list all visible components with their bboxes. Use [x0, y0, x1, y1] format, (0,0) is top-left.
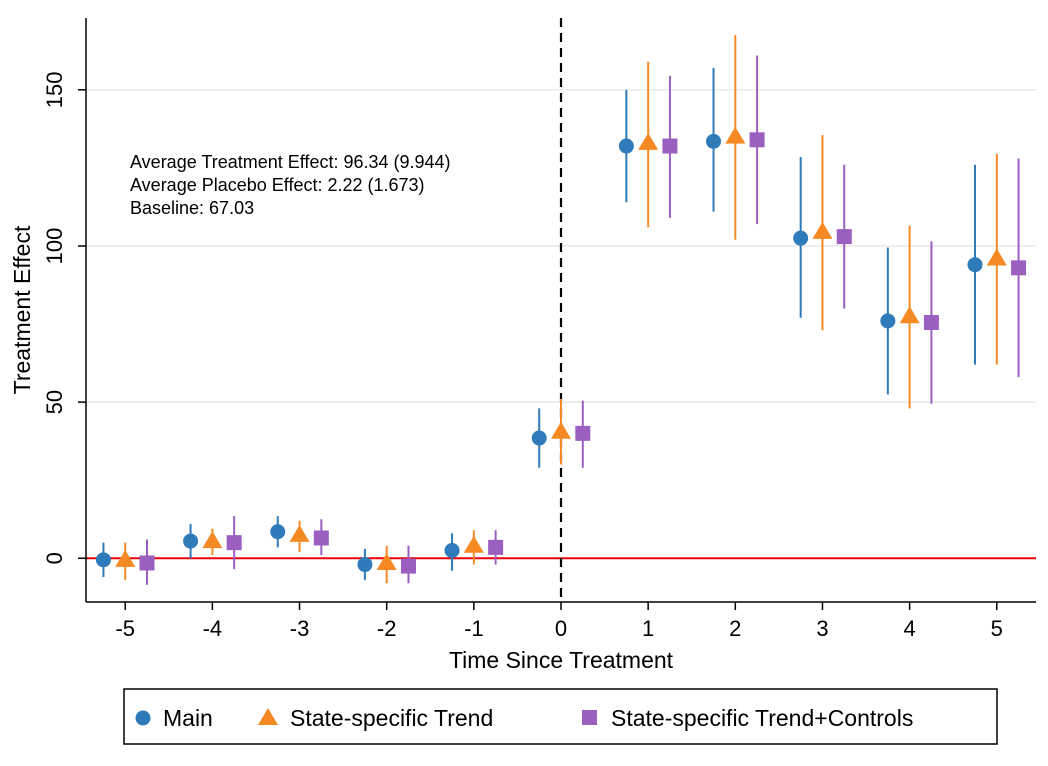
point-controls-3 — [400, 558, 416, 574]
point-trend-6 — [638, 132, 659, 150]
x-tick-label--3: -3 — [290, 616, 310, 641]
x-tick-label--5: -5 — [115, 616, 135, 641]
legend-trend-label: State-specific Trend — [290, 705, 493, 731]
legend-controls-label: State-specific Trend+Controls — [611, 705, 913, 731]
annotation-block: Average Treatment Effect: 96.34 (9.944) … — [130, 152, 451, 218]
point-trend-4 — [463, 535, 484, 553]
point-controls-10 — [1011, 260, 1027, 276]
point-main-7 — [706, 133, 722, 149]
axes: 0 50 100 150 -5 -4 -3 -2 -1 0 1 2 3 4 5 — [42, 18, 1036, 641]
point-trend-3 — [376, 552, 397, 570]
point-controls-7 — [749, 132, 765, 148]
y-axis-title: Treatment Effect — [9, 225, 35, 394]
point-trend-10 — [986, 248, 1007, 266]
point-main-8 — [793, 230, 809, 246]
point-main-6 — [618, 138, 634, 154]
x-tick-label-4: 4 — [903, 616, 915, 641]
point-main-2 — [270, 524, 286, 540]
point-markers — [95, 126, 1027, 574]
legend-controls-marker — [582, 710, 597, 725]
point-controls-4 — [488, 539, 504, 555]
x-tick-label-3: 3 — [816, 616, 828, 641]
annotation-ate: Average Treatment Effect: 96.34 (9.944) — [130, 152, 451, 172]
point-controls-8 — [836, 229, 852, 245]
point-controls-1 — [226, 535, 242, 551]
annotation-baseline: Baseline: 67.03 — [130, 198, 254, 218]
x-tick-label--2: -2 — [377, 616, 397, 641]
point-main-1 — [183, 533, 199, 549]
legend-main-marker — [135, 710, 151, 726]
point-controls-6 — [662, 138, 678, 154]
legend: Main State-specific Trend State-specific… — [123, 688, 998, 745]
reference-lines — [86, 18, 1036, 602]
legend-trend-marker — [258, 708, 278, 725]
point-trend-7 — [725, 126, 746, 144]
x-tick-label--4: -4 — [203, 616, 223, 641]
point-main-5 — [531, 430, 547, 446]
legend-main-label: Main — [163, 705, 213, 731]
y-tick-label-50: 50 — [42, 390, 67, 414]
point-trend-5 — [551, 421, 571, 439]
x-tick-label-2: 2 — [729, 616, 741, 641]
point-main-10 — [967, 257, 983, 273]
x-tick-label--1: -1 — [464, 616, 484, 641]
point-controls-9 — [923, 314, 939, 330]
annotation-placebo: Average Placebo Effect: 2.22 (1.673) — [130, 175, 425, 195]
point-main-9 — [880, 313, 896, 329]
point-trend-1 — [202, 531, 223, 549]
point-controls-0 — [139, 555, 155, 571]
y-tick-label-100: 100 — [42, 228, 67, 265]
point-trend-8 — [812, 221, 833, 239]
y-tick-label-0: 0 — [42, 552, 67, 564]
point-trend-9 — [899, 306, 920, 324]
point-main-0 — [95, 552, 111, 568]
point-trend-0 — [115, 549, 136, 567]
x-tick-label-0: 0 — [555, 616, 567, 641]
x-tick-label-1: 1 — [642, 616, 654, 641]
x-axis-title: Time Since Treatment — [449, 647, 674, 673]
point-main-4 — [444, 542, 460, 558]
x-tick-label-5: 5 — [991, 616, 1003, 641]
point-controls-2 — [313, 530, 329, 546]
point-trend-2 — [289, 524, 310, 542]
point-main-3 — [357, 557, 373, 573]
y-tick-label-150: 150 — [42, 71, 67, 108]
point-controls-5 — [575, 425, 591, 441]
